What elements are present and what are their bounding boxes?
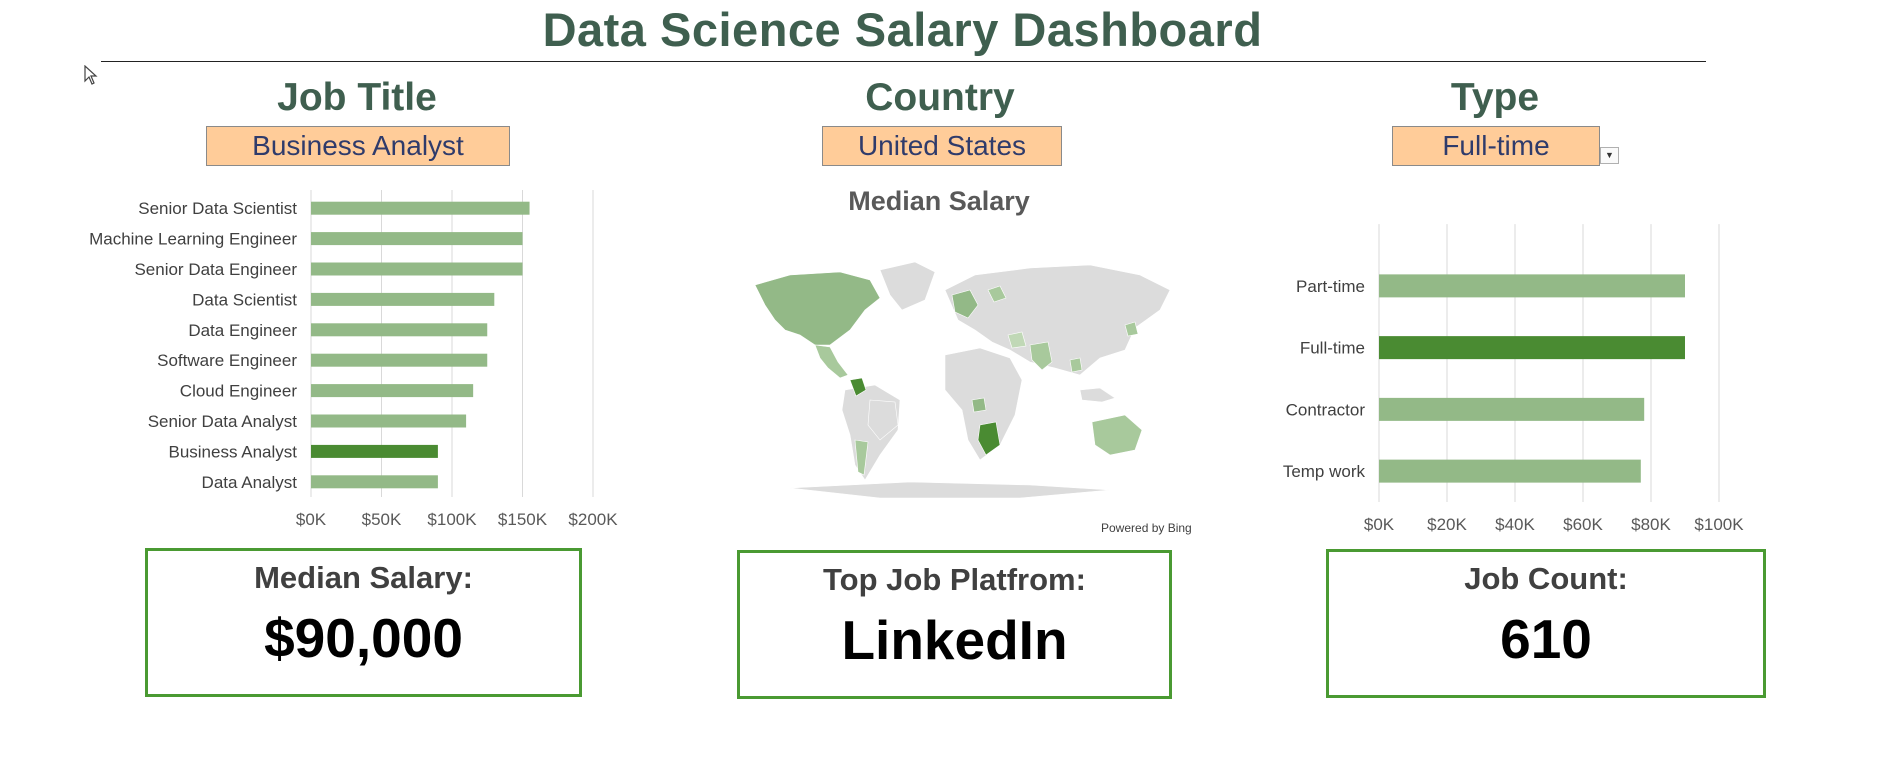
type-category-label: Contractor: [1286, 400, 1366, 419]
type-tick-label: $80K: [1631, 515, 1671, 534]
dashboard-title: Data Science Salary Dashboard: [542, 3, 1263, 56]
job-title-category-label: Senior Data Engineer: [134, 260, 297, 279]
job-count-value: 610: [1500, 608, 1592, 670]
map-scandinavia: [987, 285, 1007, 303]
job-title-bar[interactable]: [311, 475, 438, 489]
job-title-bar[interactable]: [311, 444, 438, 458]
job-title-bar[interactable]: [311, 353, 488, 367]
type-salary-chart: $0K $20K $40K $60K $80K $100K Part-time Full-ti…: [1283, 224, 1744, 534]
job-title-bar[interactable]: [311, 323, 488, 337]
top-platform-card: Top Job Platfrom: LinkedIn: [737, 550, 1172, 699]
mouse-cursor-icon: [84, 65, 98, 85]
median-salary-value: $90,000: [264, 607, 463, 669]
map-india: [1029, 341, 1053, 371]
map-western-europe: [951, 289, 979, 319]
map-australia: [1091, 414, 1143, 456]
job-title-salary-chart: $0K $50K $100K $150K $200K Senior Data Scient…: [89, 190, 618, 529]
type-tick-label: $40K: [1495, 515, 1535, 534]
map-title: Median Salary: [848, 186, 1030, 216]
type-tick-label: $100K: [1694, 515, 1744, 534]
title-divider: [101, 61, 1706, 62]
job-title-tick-label: $0K: [296, 510, 327, 529]
type-bar[interactable]: [1379, 459, 1641, 483]
job-title-bar[interactable]: [311, 292, 495, 306]
type-tick-label: $0K: [1364, 515, 1395, 534]
map-colombia: [849, 377, 867, 397]
map-south-america: [841, 384, 901, 481]
map-greenland: [879, 261, 936, 311]
job-title-slicer[interactable]: Business Analyst: [206, 126, 510, 166]
job-title-category-label: Software Engineer: [157, 351, 297, 370]
job-title-category-label: Data Analyst: [202, 473, 298, 492]
map-antarctica: [789, 481, 1111, 499]
map-middle-east: [1007, 331, 1027, 349]
median-salary-label: Median Salary:: [254, 560, 473, 595]
map-vietnam: [1069, 357, 1083, 373]
world-salary-map[interactable]: [730, 250, 1190, 500]
type-category-label: Part-time: [1296, 277, 1365, 296]
job-count-label: Job Count:: [1464, 561, 1628, 596]
map-credit: Powered by Bing: [1101, 521, 1192, 535]
map-argentina: [854, 439, 869, 476]
job-title-tick-label: $50K: [362, 510, 402, 529]
job-title-category-label: Machine Learning Engineer: [89, 230, 297, 249]
chevron-down-icon: ▼: [1605, 150, 1614, 160]
type-category-label: Full-time: [1300, 339, 1365, 358]
map-brazil: [867, 399, 899, 441]
type-category-label: Temp work: [1283, 462, 1366, 481]
job-title-filter-label: Job Title: [277, 76, 437, 119]
job-title-tick-label: $200K: [568, 510, 618, 529]
country-slicer[interactable]: United States: [822, 126, 1062, 166]
type-tick-label: $20K: [1427, 515, 1467, 534]
type-slicer[interactable]: Full-time: [1392, 126, 1600, 166]
job-title-bar[interactable]: [311, 384, 474, 398]
job-title-category-label: Data Scientist: [192, 290, 297, 309]
map-north-america: [754, 271, 881, 346]
top-platform-label: Top Job Platfrom:: [823, 562, 1086, 597]
map-south-africa: [977, 421, 1001, 456]
job-title-bar[interactable]: [311, 201, 530, 215]
type-tick-label: $60K: [1563, 515, 1603, 534]
map-central-america: [814, 344, 849, 379]
job-title-tick-label: $150K: [498, 510, 548, 529]
map-japan: [1124, 321, 1139, 337]
job-title-category-label: Cloud Engineer: [180, 382, 298, 401]
type-bar[interactable]: [1379, 336, 1685, 360]
country-filter-label: Country: [865, 76, 1015, 119]
job-count-card: Job Count: 610: [1326, 549, 1766, 698]
job-title-category-label: Business Analyst: [168, 442, 297, 461]
job-title-bar[interactable]: [311, 232, 523, 246]
type-bar[interactable]: [1379, 274, 1685, 298]
job-title-category-label: Senior Data Scientist: [138, 199, 297, 218]
top-platform-value: LinkedIn: [841, 609, 1068, 671]
type-bar[interactable]: [1379, 397, 1645, 421]
type-dropdown-button[interactable]: ▼: [1600, 147, 1619, 164]
job-title-bar[interactable]: [311, 262, 523, 276]
job-title-bar[interactable]: [311, 414, 467, 428]
median-salary-card: Median Salary: $90,000: [145, 548, 582, 697]
job-title-category-label: Senior Data Analyst: [148, 412, 298, 431]
type-filter-label: Type: [1450, 76, 1540, 119]
map-indonesia: [1079, 387, 1116, 403]
job-title-category-label: Data Engineer: [188, 321, 297, 340]
job-title-tick-label: $100K: [427, 510, 477, 529]
map-central-africa: [971, 397, 987, 413]
